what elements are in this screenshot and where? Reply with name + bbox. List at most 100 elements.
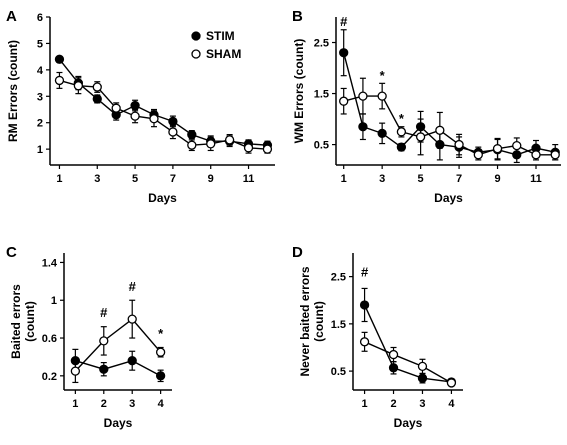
x-tick-label: 3 bbox=[94, 173, 100, 185]
data-point bbox=[359, 337, 370, 347]
data-point bbox=[358, 122, 368, 132]
significance-marker: # bbox=[100, 305, 108, 320]
x-tick-label: 5 bbox=[132, 173, 138, 185]
series-sham bbox=[339, 77, 560, 161]
significance-marker: # bbox=[361, 265, 369, 280]
significance-marker: # bbox=[340, 14, 348, 29]
panel-letter: D bbox=[292, 244, 303, 261]
series-stim bbox=[54, 54, 273, 150]
x-tick-label: 3 bbox=[419, 398, 425, 410]
data-point bbox=[168, 116, 178, 127]
x-tick-label: 7 bbox=[170, 173, 176, 185]
data-point bbox=[339, 48, 349, 58]
y-tick-label: 6 bbox=[37, 12, 43, 24]
panel-b: B 1 3 5 7 9 11 0.5 1.5 2.5 Days WM Errors (count) # *… bbox=[292, 8, 561, 205]
data-point bbox=[70, 366, 81, 376]
x-tick-label: 3 bbox=[129, 398, 135, 410]
series-sham bbox=[359, 331, 457, 388]
data-point bbox=[512, 140, 522, 151]
data-point bbox=[99, 336, 109, 346]
x-axis-title: Days bbox=[104, 416, 133, 430]
series-line bbox=[58, 58, 268, 146]
panel-letter: B bbox=[292, 8, 303, 25]
series-line bbox=[363, 304, 452, 383]
data-point bbox=[417, 373, 428, 383]
significance-marker: * bbox=[399, 111, 405, 126]
y-tick-label: 1.5 bbox=[331, 319, 346, 331]
panel-d: D 1 2 3 4 0.5 1.5 2.5 Days Never baited errors (co… bbox=[292, 244, 463, 430]
data-point bbox=[358, 91, 368, 101]
data-point bbox=[262, 144, 273, 154]
series-line bbox=[75, 359, 161, 377]
y-axis-title: RM Errors (count) bbox=[6, 40, 20, 142]
x-tick-label: 3 bbox=[379, 173, 385, 185]
panel-c: C 1 2 3 4 0.2 0.6 1 1.4 Days Baited errors (count) #… bbox=[6, 244, 172, 430]
y-tick-label: 4 bbox=[37, 65, 44, 77]
x-tick-label: 4 bbox=[448, 398, 455, 410]
x-tick-label: 2 bbox=[101, 398, 107, 410]
data-point bbox=[396, 142, 407, 152]
data-point bbox=[155, 371, 166, 381]
y-axis-title: Baited errors bbox=[9, 284, 23, 359]
x-tick-label: 1 bbox=[362, 398, 368, 410]
data-point bbox=[224, 135, 235, 145]
data-point bbox=[388, 363, 399, 373]
data-point bbox=[417, 361, 428, 372]
data-point bbox=[54, 54, 65, 64]
y-tick-label: 2.5 bbox=[331, 272, 346, 284]
y-tick-label: 1 bbox=[37, 144, 43, 156]
y-tick-label: 0.2 bbox=[42, 371, 57, 383]
data-point bbox=[473, 150, 483, 160]
data-point bbox=[92, 82, 102, 92]
data-point bbox=[377, 128, 387, 139]
x-tick-label: 5 bbox=[418, 173, 424, 185]
data-point bbox=[155, 347, 166, 357]
x-tick-label: 9 bbox=[494, 173, 500, 185]
y-tick-label: 1.5 bbox=[314, 89, 329, 101]
legend-label: SHAM bbox=[206, 47, 241, 61]
x-axis-title: Days bbox=[148, 191, 177, 205]
y-tick-label: 2.5 bbox=[314, 38, 329, 50]
legend-marker bbox=[191, 31, 201, 41]
data-point bbox=[454, 139, 464, 150]
data-point bbox=[388, 349, 399, 360]
y-axis-title: (count) bbox=[312, 301, 326, 342]
data-point bbox=[127, 356, 137, 366]
x-tick-label: 1 bbox=[341, 173, 347, 185]
y-axis-title: WM Errors (count) bbox=[292, 39, 306, 144]
y-tick-label: 1 bbox=[51, 295, 57, 307]
data-point bbox=[531, 150, 541, 160]
data-point bbox=[446, 378, 457, 388]
y-tick-label: 2 bbox=[37, 118, 43, 130]
series-line bbox=[59, 79, 268, 150]
x-tick-label: 2 bbox=[390, 398, 396, 410]
series-stim bbox=[70, 348, 166, 383]
data-point bbox=[168, 127, 178, 137]
data-point bbox=[415, 132, 426, 142]
x-tick-label: 7 bbox=[456, 173, 462, 185]
data-point bbox=[243, 143, 254, 153]
x-tick-label: 11 bbox=[243, 173, 255, 185]
data-point bbox=[396, 127, 407, 137]
data-point bbox=[111, 103, 121, 113]
data-point bbox=[187, 129, 197, 140]
legend-label: STIM bbox=[206, 29, 235, 43]
data-point bbox=[127, 314, 137, 324]
legend: STIM SHAM bbox=[191, 29, 241, 61]
series-line bbox=[364, 341, 452, 384]
x-tick-label: 11 bbox=[530, 173, 542, 185]
data-point bbox=[206, 139, 216, 149]
data-point bbox=[92, 94, 102, 104]
panel-letter: C bbox=[6, 244, 17, 261]
x-axis-title: Days bbox=[434, 191, 463, 205]
legend-marker bbox=[191, 49, 201, 59]
series-sham bbox=[70, 299, 166, 384]
y-tick-label: 5 bbox=[37, 38, 43, 50]
data-point bbox=[377, 91, 387, 101]
y-axis-title: (count) bbox=[23, 301, 37, 342]
x-tick-label: 4 bbox=[158, 398, 165, 410]
series-sham bbox=[54, 71, 273, 154]
data-point bbox=[149, 114, 159, 124]
